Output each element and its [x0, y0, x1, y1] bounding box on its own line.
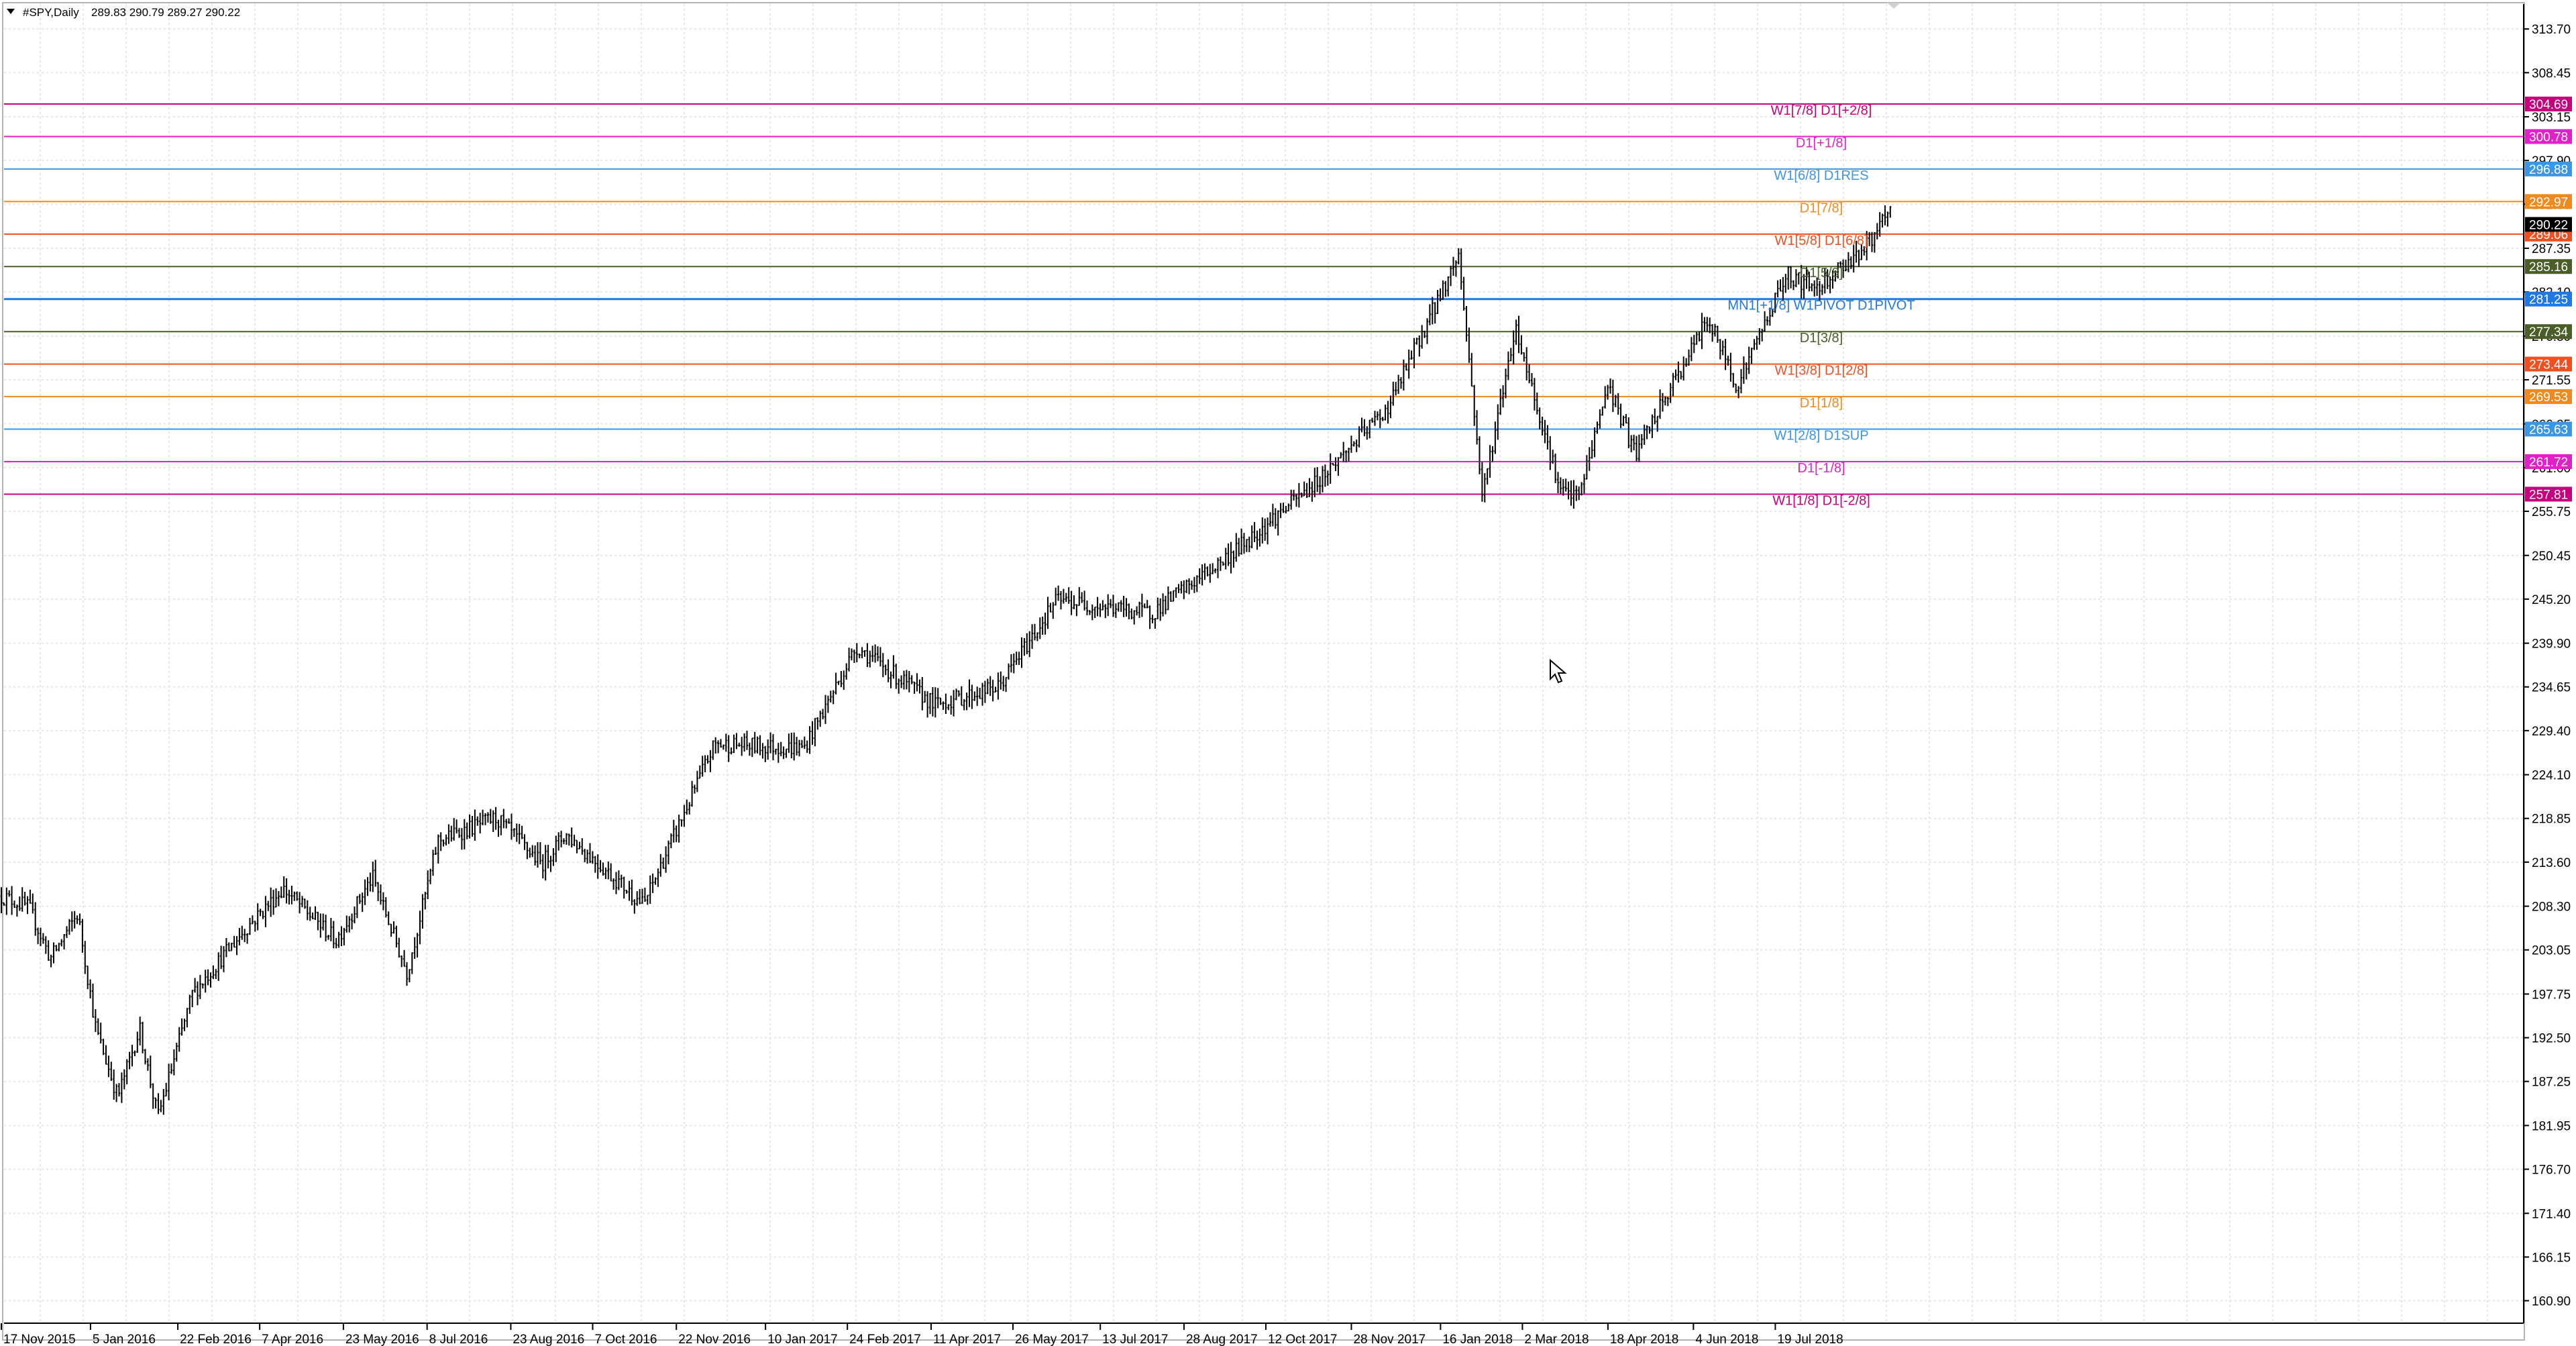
- level-price-box: [2525, 486, 2572, 502]
- level-label: D1[7/8]: [1800, 201, 1843, 215]
- level-price-box: [2525, 129, 2572, 144]
- price-tick-label: 213.60: [2532, 856, 2571, 870]
- price-tick-label: 287.35: [2532, 242, 2571, 256]
- price-tick-label: 166.15: [2532, 1251, 2571, 1265]
- time-tick-label: 22 Nov 2016: [678, 1333, 751, 1346]
- time-tick-label: 11 Apr 2017: [933, 1333, 1001, 1346]
- level-price-label: 269.53: [2529, 391, 2568, 405]
- level-price-box: [2525, 194, 2572, 209]
- time-tick-label: 16 Jan 2018: [1442, 1333, 1513, 1346]
- level-labels: W1[7/8] D1[+2/8] D1[+1/8] W1[6/8] D1RES D1[…: [1727, 103, 1915, 508]
- price-tick-label: 250.45: [2532, 550, 2571, 564]
- time-tick-label: 28 Aug 2017: [1186, 1333, 1258, 1346]
- time-tick-label: 23 May 2016: [345, 1333, 419, 1346]
- time-tick-label: 28 Nov 2017: [1353, 1333, 1426, 1346]
- level-price-box: [2525, 96, 2572, 111]
- price-tick-label: 203.05: [2532, 944, 2571, 958]
- price-tick-label: 229.40: [2532, 725, 2571, 739]
- level-label: W1[2/8] D1SUP: [1774, 428, 1868, 443]
- time-tick-label: 8 Jul 2016: [429, 1333, 488, 1346]
- price-tick-label: 239.90: [2532, 637, 2571, 652]
- time-tick-label: 26 May 2017: [1015, 1333, 1089, 1346]
- price-tick-label: 255.75: [2532, 505, 2571, 519]
- time-tick-label: 23 Aug 2016: [513, 1333, 584, 1346]
- level-label: D1[3/8]: [1800, 331, 1843, 346]
- time-tick-label: 17 Nov 2015: [3, 1333, 76, 1346]
- level-label: D1[+1/8]: [1796, 136, 1847, 150]
- time-tick-label: 22 Feb 2016: [180, 1333, 252, 1346]
- grid-lines: [4, 4, 2524, 1323]
- time-tick-label: 18 Apr 2018: [1610, 1333, 1678, 1346]
- axes: 313.70308.45303.15297.90292.65287.35282.…: [1, 4, 2572, 1346]
- price-tick-label: 224.10: [2532, 769, 2571, 783]
- level-price-box: [2525, 259, 2572, 274]
- collapse-arrow-icon[interactable]: [7, 9, 15, 14]
- symbol-label: #SPY,Daily: [23, 6, 79, 19]
- level-price-label: 304.69: [2529, 98, 2568, 112]
- level-label: D1[5/8]: [1800, 266, 1843, 280]
- time-tick-label: 12 Oct 2017: [1268, 1333, 1338, 1346]
- level-price-label: 285.16: [2529, 260, 2568, 274]
- price-tick-label: 208.30: [2532, 900, 2571, 915]
- price-tick-label: 313.70: [2532, 23, 2571, 37]
- price-tick-label: 245.20: [2532, 593, 2571, 607]
- level-price-box: [2525, 161, 2572, 176]
- price-tick-label: 171.40: [2532, 1207, 2571, 1221]
- level-label: D1[-1/8]: [1797, 461, 1845, 476]
- last-price-label: 290.22: [2529, 218, 2568, 232]
- plot-frame: [2, 2, 2525, 1341]
- price-tick-label: 181.95: [2532, 1119, 2571, 1133]
- mouse-cursor-icon: [1550, 659, 1567, 684]
- level-price-label: 300.78: [2529, 130, 2568, 144]
- time-tick-label: 7 Oct 2016: [594, 1333, 657, 1346]
- price-tick-label: 308.45: [2532, 66, 2571, 81]
- level-label: W1[1/8] D1[-2/8]: [1772, 493, 1870, 508]
- time-tick-label: 5 Jan 2016: [93, 1333, 156, 1346]
- time-tick-label: 19 Jul 2018: [1777, 1333, 1843, 1346]
- level-price-box: [2525, 389, 2572, 405]
- time-tick-label: 7 Apr 2016: [262, 1333, 323, 1346]
- level-price-label: 257.81: [2529, 488, 2568, 502]
- level-label: W1[6/8] D1RES: [1774, 168, 1868, 183]
- level-price-box: [2525, 324, 2572, 340]
- time-tick-label: 2 Mar 2018: [1524, 1333, 1589, 1346]
- level-price-box: [2525, 356, 2572, 372]
- level-label: W1[3/8] D1[2/8]: [1775, 364, 1868, 378]
- level-price-label: 277.34: [2529, 325, 2569, 340]
- level-price-label: 265.63: [2529, 423, 2568, 437]
- chart-shift-marker-icon[interactable]: [1887, 3, 1900, 9]
- level-price-box: [2525, 291, 2572, 307]
- candles: [0, 205, 1892, 1115]
- price-tick-label: 271.55: [2532, 374, 2571, 388]
- level-label: W1[7/8] D1[+2/8]: [1771, 103, 1872, 118]
- price-tick-label: 218.85: [2532, 813, 2571, 827]
- level-price-label: 296.88: [2529, 163, 2568, 177]
- level-price-label: 273.44: [2529, 358, 2569, 372]
- level-price-label: 261.72: [2529, 456, 2568, 470]
- price-tick-label: 197.75: [2532, 988, 2571, 1002]
- time-tick-label: 10 Jan 2017: [767, 1333, 838, 1346]
- level-price-label: 292.97: [2529, 195, 2568, 209]
- level-price-box: [2525, 421, 2572, 437]
- last-price-box: [2525, 217, 2572, 232]
- time-tick-label: 13 Jul 2017: [1102, 1333, 1168, 1346]
- price-tick-label: 160.90: [2532, 1295, 2571, 1309]
- time-tick-label: 4 Jun 2018: [1695, 1333, 1758, 1346]
- level-label: MN1[+1/8] W1PIVOT D1PIVOT: [1727, 299, 1915, 313]
- time-tick-label: 24 Feb 2017: [849, 1333, 921, 1346]
- price-tick-label: 303.15: [2532, 111, 2571, 125]
- ohlc-readout: 289.83 290.79 289.27 290.22: [91, 6, 240, 19]
- level-lines: [4, 103, 2524, 495]
- price-tick-label: 234.65: [2532, 681, 2571, 695]
- price-tick-label: 176.70: [2532, 1163, 2571, 1178]
- level-price-label: 281.25: [2529, 293, 2568, 307]
- chart-header: #SPY,Daily 289.83 290.79 289.27 290.22: [7, 6, 240, 19]
- level-label: D1[1/8]: [1800, 396, 1843, 411]
- level-price-box: [2525, 454, 2572, 469]
- price-tick-label: 187.25: [2532, 1076, 2571, 1090]
- price-tick-label: 192.50: [2532, 1032, 2571, 1046]
- level-label: W1[5/8] D1[6/8]: [1775, 234, 1868, 248]
